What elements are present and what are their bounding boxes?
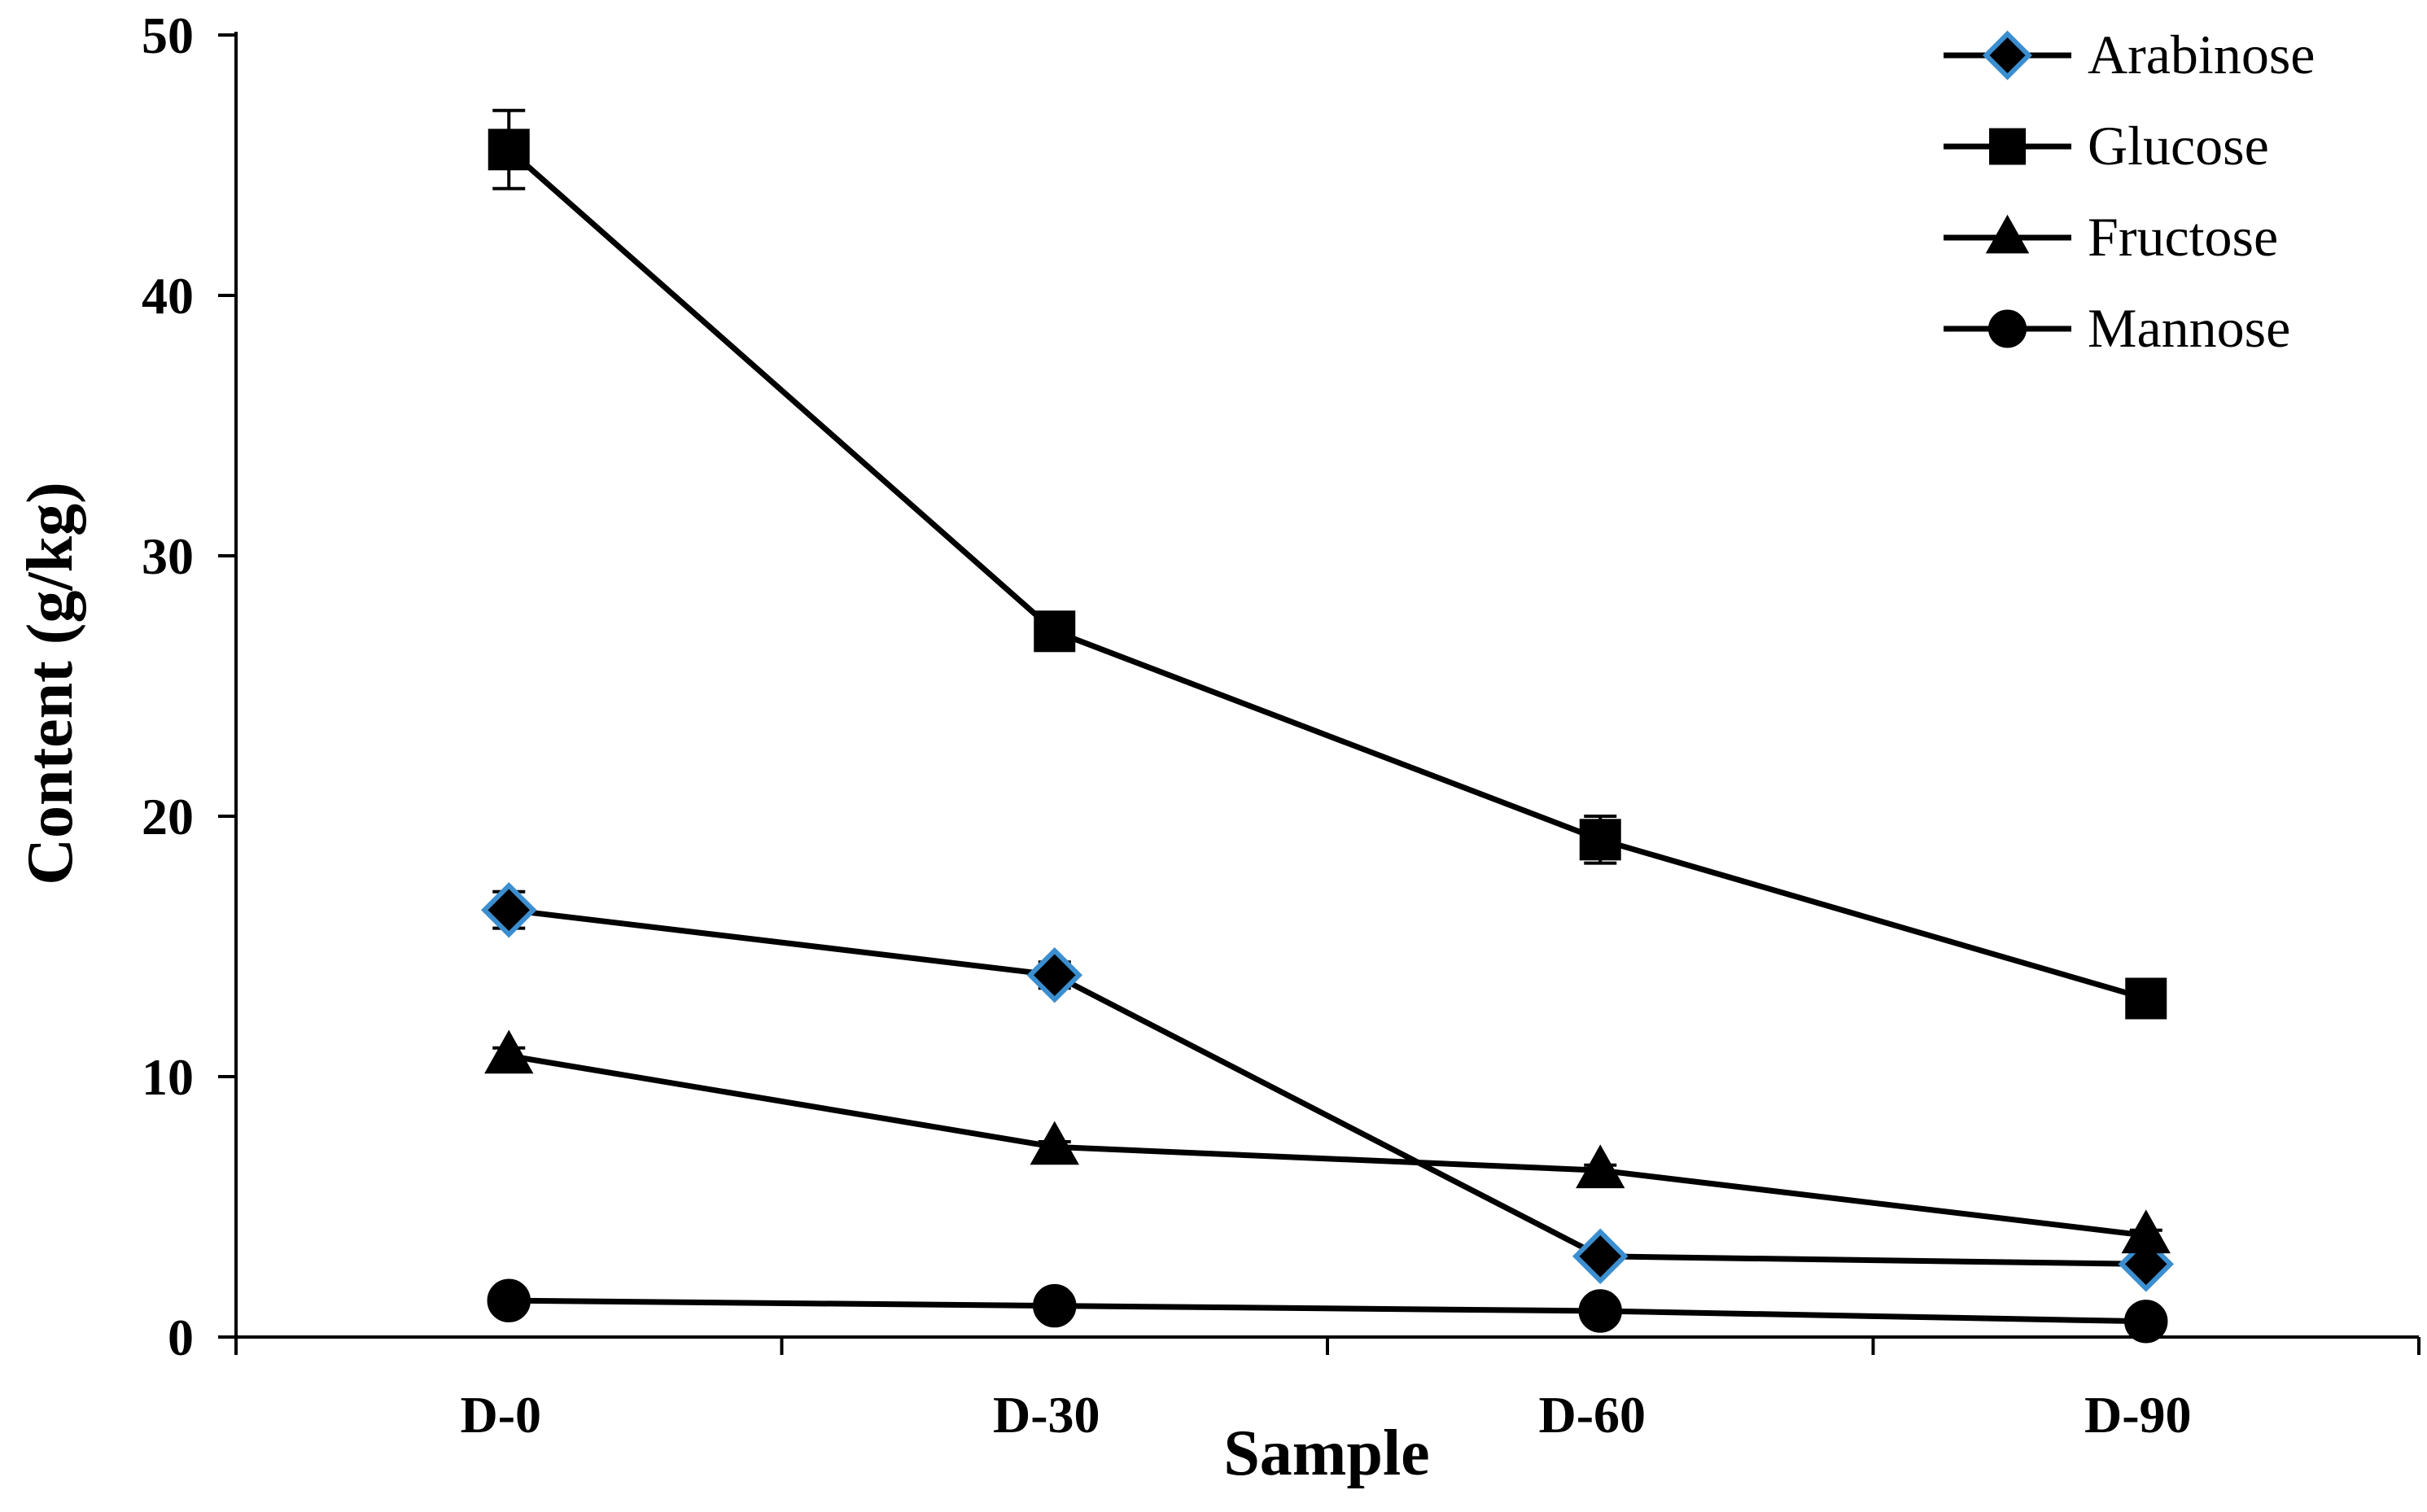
arabinose-point <box>481 881 537 938</box>
x-tick-label: D-60 <box>1538 1386 1646 1444</box>
x-axis-title: Sample <box>1223 1418 1429 1489</box>
arabinose-line <box>508 907 2146 1267</box>
legend-marker-glucose <box>1989 128 2026 165</box>
fructose-point <box>2121 1209 2171 1254</box>
glucose-line <box>506 147 2147 1002</box>
x-axis: D-0 D-30 D-60 D-90 <box>234 1337 2420 1444</box>
mannose-point <box>487 1278 531 1322</box>
fructose-point <box>484 1029 534 1074</box>
arabinose-point <box>1572 1228 1629 1285</box>
y-tick-label: 20 <box>142 788 194 846</box>
y-tick-label: 0 <box>168 1309 194 1366</box>
y-tick-label: 40 <box>142 267 194 325</box>
legend-marker-mannose <box>1988 309 2027 348</box>
y-tick-label: 10 <box>142 1048 194 1106</box>
mannose-point <box>1033 1283 1077 1328</box>
mannose-point <box>2124 1300 2168 1344</box>
legend: Arabinose Glucose Fructose Mannose <box>1944 24 2315 359</box>
legend-label: Glucose <box>2088 115 2269 177</box>
legend-label: Mannose <box>2088 297 2290 359</box>
arabinose-point <box>1026 946 1082 1003</box>
fructose-point <box>1030 1121 1079 1165</box>
legend-label: Arabinose <box>2088 24 2315 85</box>
legend-item-mannose: Mannose <box>1944 297 2290 359</box>
y-tick-label: 30 <box>142 527 194 585</box>
glucose-point <box>1579 819 1621 861</box>
legend-item-fructose: Fructose <box>1944 206 2278 268</box>
series-arabinose <box>481 881 2174 1292</box>
series-glucose <box>488 108 2167 1020</box>
y-axis: 0 10 20 30 40 50 <box>142 7 236 1366</box>
legend-label: Fructose <box>2088 206 2278 268</box>
legend-item-arabinose: Arabinose <box>1944 24 2315 85</box>
glucose-point <box>1034 610 1076 653</box>
series-layer <box>481 108 2174 1344</box>
glucose-point <box>2125 977 2167 1020</box>
series-fructose <box>484 1029 2171 1254</box>
y-tick-label: 50 <box>142 7 194 64</box>
mannose-line <box>509 1297 2146 1325</box>
glucose-point <box>488 129 530 171</box>
x-tick-label: D-30 <box>993 1386 1100 1444</box>
fructose-point <box>1576 1144 1625 1189</box>
legend-marker-arabinose <box>1983 30 2032 81</box>
x-tick-label: D-0 <box>460 1386 541 1444</box>
legend-marker-fructose <box>1985 214 2030 254</box>
mannose-point <box>1578 1289 1622 1333</box>
fructose-line <box>508 1052 2147 1239</box>
x-tick-label: D-90 <box>2084 1386 2192 1444</box>
legend-item-glucose: Glucose <box>1944 115 2269 177</box>
series-mannose <box>487 1278 2168 1344</box>
y-axis-title: Content (g/kg) <box>15 482 86 885</box>
